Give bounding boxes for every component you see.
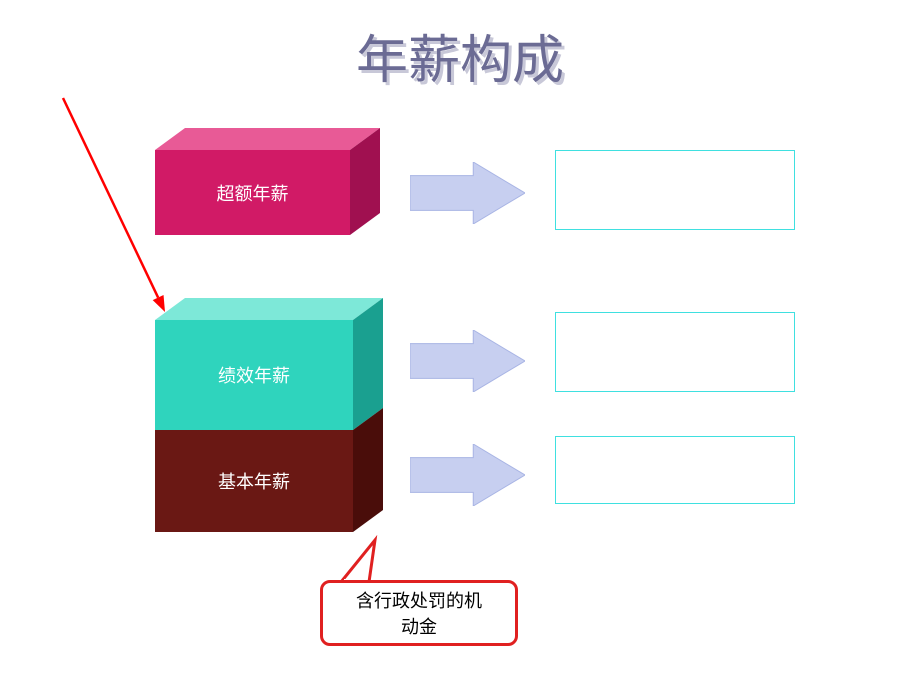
callout-box: 含行政处罚的机 动金 bbox=[320, 580, 518, 646]
callout-text: 含行政处罚的机 动金 bbox=[356, 587, 482, 639]
diagram-stage: 年薪构成 超额年薪绩效年薪基本年薪 含行政处罚的机 动金 bbox=[0, 0, 920, 690]
